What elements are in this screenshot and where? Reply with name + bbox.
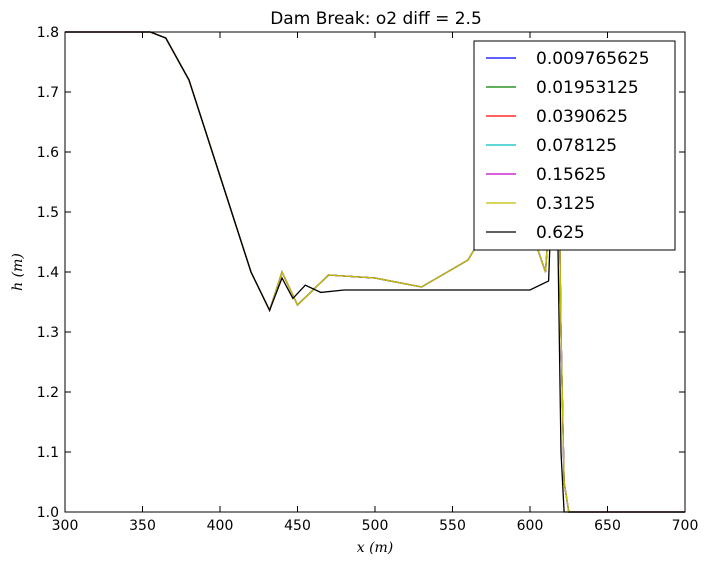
y-tick-label: 1.0	[37, 505, 59, 521]
legend-label: 0.009765625	[536, 49, 650, 69]
x-axis-label: x (m)	[357, 540, 394, 556]
legend-label: 0.625	[536, 223, 585, 243]
y-axis-label: h (m)	[10, 253, 26, 291]
y-tick-label: 1.7	[37, 85, 59, 101]
legend-label: 0.15625	[536, 165, 606, 185]
x-tick-label: 500	[362, 518, 389, 534]
legend-label: 0.0390625	[536, 107, 628, 127]
y-tick-label: 1.8	[37, 25, 59, 41]
x-tick-label: 650	[594, 518, 621, 534]
legend-label: 0.01953125	[536, 78, 639, 98]
legend-label: 0.078125	[536, 136, 617, 156]
y-tick-label: 1.1	[37, 445, 59, 461]
x-tick-label: 550	[439, 518, 466, 534]
y-tick-label: 1.5	[37, 205, 59, 221]
y-tick-label: 1.6	[37, 145, 59, 161]
x-tick-label: 300	[52, 518, 79, 534]
x-tick-label: 700	[672, 518, 699, 534]
chart-title: Dam Break: o2 diff = 2.5	[270, 9, 482, 29]
legend-label: 0.3125	[536, 194, 595, 214]
x-tick-label: 600	[517, 518, 544, 534]
y-tick-label: 1.4	[37, 265, 59, 281]
y-tick-label: 1.2	[37, 385, 59, 401]
x-tick-label: 350	[129, 518, 156, 534]
y-tick-label: 1.3	[37, 325, 59, 341]
x-tick-label: 450	[284, 518, 311, 534]
tick-layer: 300 350 400 450 500 550 600 650 700 1.0 1.1 1.2 1.3 1…	[37, 25, 699, 534]
series-layer	[65, 31, 685, 513]
x-tick-label: 400	[207, 518, 234, 534]
legend: 0.009765625 0.01953125 0.0390625 0.078125 0.…	[473, 40, 676, 251]
